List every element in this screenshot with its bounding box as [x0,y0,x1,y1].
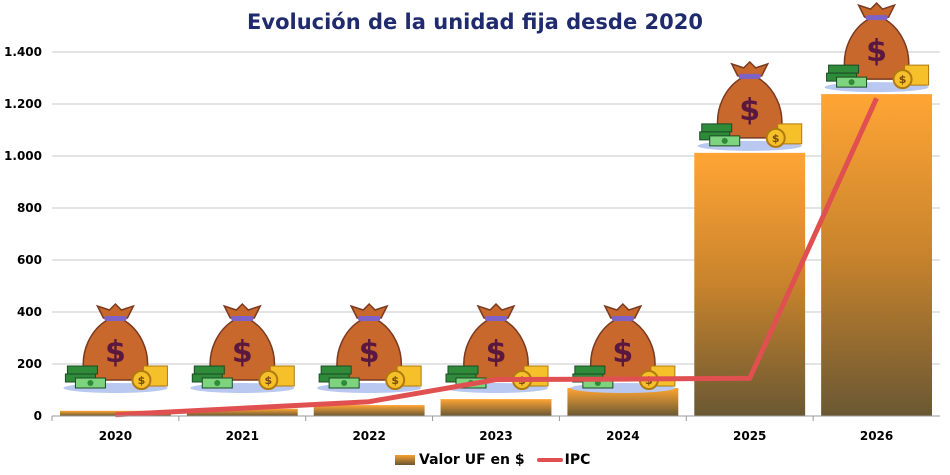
legend-swatch-bar [395,455,415,465]
legend-swatch-line [536,458,563,462]
x-tick-label: 2022 [352,429,385,443]
legend-label-ipc: IPC [564,452,591,468]
y-tick-label: 1.000 [4,149,42,163]
x-tick-label: 2025 [733,429,766,443]
bar-2023 [440,399,552,416]
y-tick-label: 1.200 [4,97,42,111]
bar-2026 [821,94,932,417]
y-tick-label: 1.400 [4,45,42,59]
money-bag-icon [189,303,296,394]
money-bag-icon [696,60,803,152]
x-tick-label: 2021 [226,429,259,443]
chart-title: Evolución de la unidad fija desde 2020 [247,10,703,34]
money-bag-icon [823,2,930,94]
legend: Valor UF en $ IPC [395,452,590,468]
y-tick-label: 400 [17,305,42,319]
y-tick-label: 600 [17,253,42,267]
bar-2022 [313,405,425,416]
y-tick-label: 800 [17,201,42,215]
money-bag-icon [62,303,169,394]
x-tick-label: 2023 [479,429,512,443]
bar-2021 [186,408,298,416]
legend-label-valor-uf: Valor UF en $ [419,452,525,468]
x-tick-label: 2024 [606,429,639,443]
y-tick-label: 200 [17,357,42,371]
bar-2025 [694,152,806,416]
x-tick-label: 2026 [860,429,893,443]
x-tick-label: 2020 [99,429,132,443]
y-tick-label: 0 [34,409,42,423]
money-bag-icon [316,303,423,394]
